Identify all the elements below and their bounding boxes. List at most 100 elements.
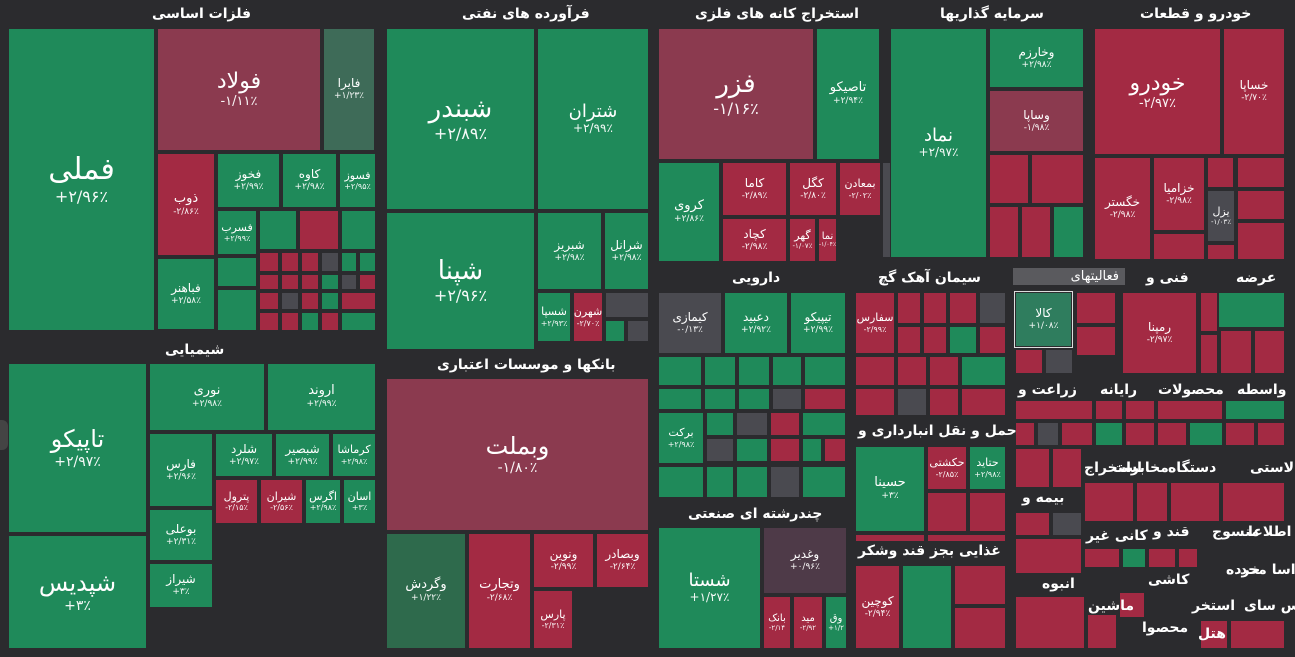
stock-tile[interactable] bbox=[281, 274, 299, 290]
stock-cell[interactable]: شتران +۲/۹۹٪ bbox=[537, 28, 649, 210]
stock-tile[interactable] bbox=[738, 356, 770, 386]
stock-cell[interactable]: فسوز +۲/۹۵٪ bbox=[339, 153, 376, 208]
stock-cell[interactable]: مید -۲/۹۲ bbox=[793, 596, 823, 649]
stock-tile[interactable] bbox=[217, 289, 257, 331]
stock-tile[interactable] bbox=[1053, 206, 1084, 258]
stock-tile[interactable] bbox=[824, 438, 846, 462]
stock-tile[interactable] bbox=[1061, 422, 1093, 446]
stock-cell[interactable]: شپدیس +۳٪ bbox=[8, 535, 147, 649]
stock-tile[interactable] bbox=[1037, 422, 1059, 446]
stock-cell[interactable]: حسینا +۳٪ bbox=[855, 446, 925, 532]
stock-cell[interactable]: وتجارت -۲/۶۸٪ bbox=[468, 533, 531, 649]
stock-tile[interactable] bbox=[1095, 400, 1123, 420]
stock-tile[interactable] bbox=[341, 292, 376, 310]
stock-cell[interactable]: فباهنر +۲/۵۸٪ bbox=[157, 258, 215, 330]
stock-tile[interactable] bbox=[1052, 512, 1082, 536]
stock-tile[interactable] bbox=[259, 252, 279, 272]
stock-tile[interactable] bbox=[1015, 596, 1085, 649]
stock-tile[interactable] bbox=[281, 252, 299, 272]
stock-tile[interactable] bbox=[1220, 330, 1252, 374]
stock-tile[interactable] bbox=[658, 466, 704, 498]
stock-tile[interactable] bbox=[259, 292, 279, 310]
stock-tile[interactable] bbox=[281, 312, 299, 331]
stock-cell[interactable]: ذوب -۲/۸۶٪ bbox=[157, 153, 215, 256]
stock-tile[interactable] bbox=[321, 312, 339, 331]
stock-tile[interactable] bbox=[341, 210, 376, 250]
stock-tile[interactable] bbox=[281, 292, 299, 310]
stock-cell[interactable]: وق +۱/۲ bbox=[825, 596, 847, 649]
stock-tile[interactable] bbox=[804, 356, 846, 386]
stock-cell[interactable]: فملی +۲/۹۶٪ bbox=[8, 28, 155, 331]
stock-cell[interactable]: فزر -۱/۱۶٪ bbox=[658, 28, 814, 160]
stock-cell[interactable]: رمپنا -۲/۹۷٪ bbox=[1122, 292, 1197, 374]
stock-tile[interactable] bbox=[949, 292, 977, 324]
stock-tile[interactable] bbox=[855, 388, 895, 416]
stock-tile[interactable] bbox=[217, 257, 257, 287]
stock-tile[interactable] bbox=[770, 412, 800, 436]
stock-tile[interactable] bbox=[1084, 548, 1120, 568]
stock-tile[interactable] bbox=[1237, 157, 1285, 188]
stock-tile[interactable] bbox=[897, 356, 927, 386]
stock-cell[interactable]: فایرا +۱/۲۳٪ bbox=[323, 28, 375, 151]
stock-cell[interactable]: سفارس -۲/۹۹٪ bbox=[855, 292, 895, 354]
stock-tile[interactable] bbox=[969, 492, 1006, 532]
stock-tile[interactable] bbox=[1045, 349, 1073, 374]
stock-cell[interactable]: گهر -۱/۰۷٪ bbox=[789, 218, 816, 262]
stock-cell[interactable]: اگرس +۲/۹۸٪ bbox=[305, 479, 341, 524]
stock-cell[interactable]: وبملت -۱/۸۰٪ bbox=[386, 378, 649, 531]
stock-tile[interactable] bbox=[902, 565, 952, 649]
stock-tile[interactable] bbox=[1148, 548, 1176, 568]
stock-cell[interactable]: کروی +۲/۸۶٪ bbox=[658, 162, 720, 262]
stock-tile[interactable] bbox=[802, 466, 846, 498]
stock-cell[interactable]: فولاد -۱/۱۱٪ bbox=[157, 28, 321, 151]
stock-tile[interactable] bbox=[301, 274, 319, 290]
stock-cell[interactable]: تیپیکو +۲/۹۹٪ bbox=[790, 292, 846, 354]
stock-tile[interactable] bbox=[927, 492, 967, 532]
stock-tile[interactable] bbox=[301, 252, 319, 272]
stock-tile[interactable] bbox=[1257, 422, 1285, 446]
stock-tile[interactable] bbox=[1207, 157, 1234, 188]
stock-cell[interactable]: ونوین -۲/۹۹٪ bbox=[533, 533, 594, 588]
stock-tile[interactable] bbox=[1218, 292, 1285, 328]
stock-tile[interactable] bbox=[897, 326, 921, 354]
stock-tile[interactable] bbox=[1136, 482, 1168, 522]
stock-tile[interactable] bbox=[1200, 334, 1218, 374]
stock-tile[interactable] bbox=[1157, 400, 1223, 420]
stock-cell[interactable]: کیمازی -۰/۱۳٪ bbox=[658, 292, 722, 354]
stock-cell[interactable]: وبصادر -۲/۶۴٪ bbox=[596, 533, 649, 588]
stock-tile[interactable] bbox=[979, 326, 1006, 354]
stock-tile[interactable] bbox=[299, 210, 339, 250]
stock-tile[interactable] bbox=[954, 565, 1006, 605]
stock-cell[interactable]: نماد +۲/۹۷٪ bbox=[890, 28, 987, 258]
stock-tile[interactable] bbox=[1095, 422, 1123, 446]
stock-cell[interactable]: پترول -۲/۱۵٪ bbox=[215, 479, 258, 524]
stock-cell[interactable]: شستا +۱/۲۷٪ bbox=[658, 527, 761, 649]
stock-tile[interactable] bbox=[772, 388, 802, 410]
stock-tile[interactable] bbox=[1207, 244, 1235, 260]
stock-tile[interactable] bbox=[1087, 614, 1117, 649]
stock-tile[interactable] bbox=[1157, 422, 1187, 446]
stock-tile[interactable] bbox=[341, 274, 357, 290]
stock-tile[interactable] bbox=[954, 607, 1006, 649]
stock-tile[interactable] bbox=[897, 388, 927, 416]
stock-tile[interactable] bbox=[927, 534, 1006, 542]
stock-tile[interactable] bbox=[802, 438, 822, 462]
stock-cell[interactable]: شبندر +۲/۸۹٪ bbox=[386, 28, 535, 210]
stock-tile[interactable] bbox=[855, 356, 895, 386]
stock-tile[interactable] bbox=[1189, 422, 1223, 446]
stock-tile[interactable] bbox=[1015, 349, 1043, 374]
stock-cell[interactable]: یزل -۱/۰۳٪ bbox=[1207, 190, 1235, 242]
stock-tile[interactable] bbox=[301, 292, 319, 310]
stock-tile[interactable] bbox=[1021, 206, 1051, 258]
stock-tile[interactable] bbox=[1200, 620, 1228, 649]
stock-tile[interactable] bbox=[1076, 292, 1116, 324]
stock-cell[interactable]: خگستر -۲/۹۸٪ bbox=[1094, 157, 1151, 260]
stock-cell[interactable]: شپنا +۲/۹۶٪ bbox=[386, 212, 535, 350]
stock-cell[interactable]: کاما -۲/۸۹٪ bbox=[722, 162, 787, 216]
stock-tile[interactable] bbox=[770, 466, 800, 498]
stock-tile[interactable] bbox=[929, 388, 959, 416]
stock-tile[interactable] bbox=[1153, 233, 1205, 260]
stock-tile[interactable] bbox=[855, 534, 925, 542]
stock-tile[interactable] bbox=[658, 356, 702, 386]
stock-cell[interactable]: بوعلی +۲/۳۱٪ bbox=[149, 509, 213, 561]
